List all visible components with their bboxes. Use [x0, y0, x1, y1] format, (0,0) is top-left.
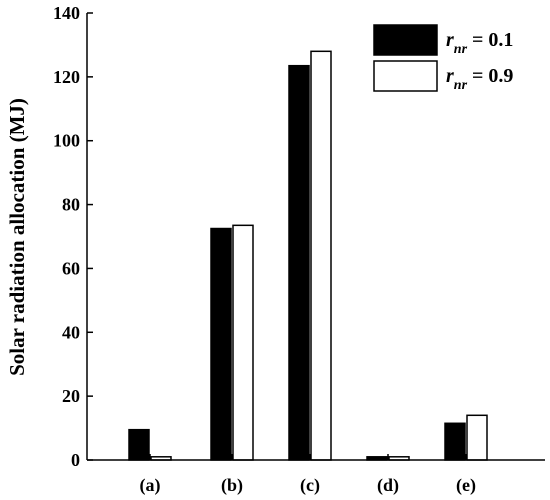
x-ticks-group: (a) (b) (c) (d) (e)	[140, 454, 476, 496]
bar-series-1	[128, 428, 150, 461]
bar-series-1	[288, 64, 310, 461]
bar-series-2	[310, 50, 332, 461]
legend-label: rnr = 0.9	[446, 65, 513, 93]
y-ticks-group: 0 20 40 60 80 100 120 140	[53, 3, 93, 470]
legend-swatch	[373, 60, 438, 92]
x-tick-label: (b)	[221, 475, 243, 496]
bar-series-1	[210, 227, 232, 461]
x-tick-label: (c)	[300, 475, 320, 496]
y-tick-label: 60	[62, 258, 80, 278]
y-tick-label: 100	[53, 131, 80, 151]
y-tick-label: 20	[62, 386, 80, 406]
y-tick-label: 140	[53, 3, 80, 23]
axes-group	[86, 13, 545, 461]
x-tick-label: (e)	[456, 475, 476, 496]
y-axis-label: Solar radiation allocation (MJ)	[5, 98, 29, 376]
legend-label: rnr = 0.1	[446, 29, 513, 57]
y-tick-label: 0	[71, 450, 80, 470]
legend: rnr = 0.1 rnr = 0.9	[373, 24, 513, 93]
bar-series-1	[444, 422, 466, 461]
y-tick-label: 40	[62, 322, 80, 342]
bar-series-2	[466, 414, 488, 461]
legend-swatch	[373, 24, 438, 56]
y-tick-label: 120	[53, 67, 80, 87]
x-tick-label: (a)	[140, 475, 161, 496]
bars-group	[128, 50, 488, 461]
y-tick-label: 80	[62, 195, 80, 215]
bar-series-2	[232, 224, 254, 461]
x-tick-label: (d)	[377, 475, 399, 496]
